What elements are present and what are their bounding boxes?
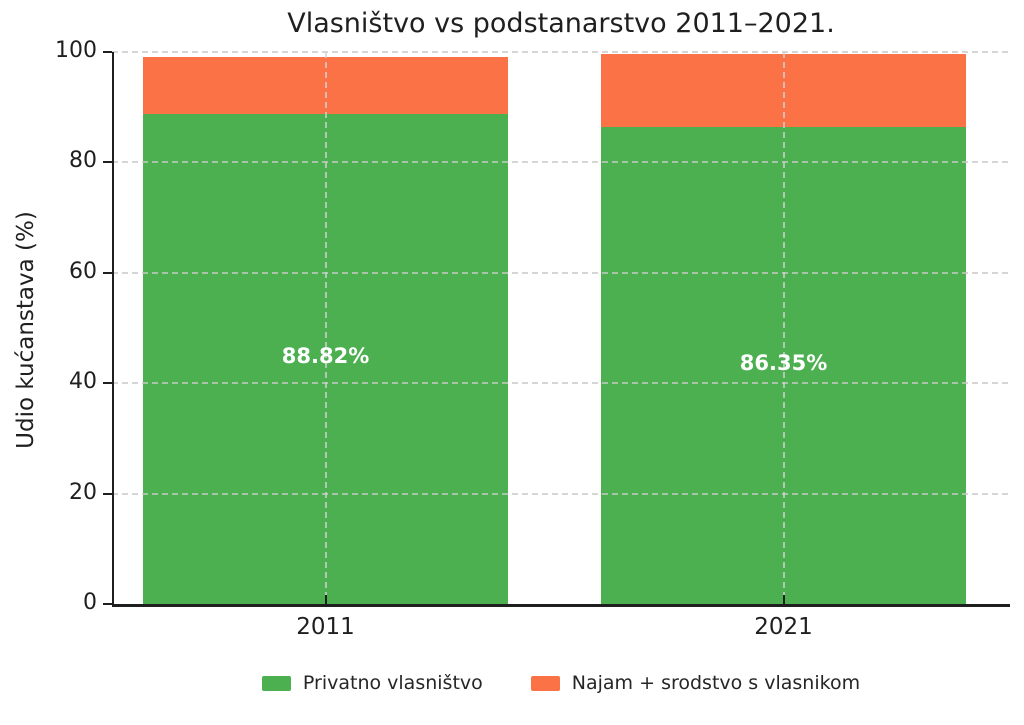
y-tick-mark-60 [103,271,112,274]
v-gridline-2011 [324,52,327,604]
legend-swatch-najam-icon [530,675,560,691]
bar-value-label-2011: 88.82% [281,343,370,368]
x-tick-mark-2021 [782,595,785,604]
h-gridline-40 [112,382,1010,385]
h-gridline-60 [112,271,1010,274]
y-tick-mark-0 [103,603,112,605]
h-gridline-100 [112,51,1010,53]
legend-label-najam: Najam + srodstvo s vlasnikom [571,672,861,694]
x-tick-label-2021: 2021 [754,614,813,640]
x-axis-spine [112,604,1010,607]
y-tick-mark-80 [103,161,112,164]
h-gridline-20 [112,492,1010,495]
v-gridline-2021 [782,52,785,604]
x-tick-mark-2011 [324,595,327,604]
legend-label-privatno: Privatno vlasništvo [302,672,483,694]
h-gridline-80 [112,161,1010,164]
legend-swatch-privatno-icon [261,675,291,691]
y-tick-label-20: 20 [69,479,97,505]
y-tick-mark-20 [103,492,112,495]
legend-item-najam-srodstvo: Najam + srodstvo s vlasnikom [530,672,861,694]
y-tick-label-0: 0 [83,590,97,615]
y-tick-label-40: 40 [69,369,97,395]
y-tick-mark-100 [103,51,112,53]
y-axis-label: Udio kućanstava (%) [13,211,39,449]
chart-title: Vlasništvo vs podstanarstvo 2011–2021. [287,8,835,39]
y-tick-label-80: 80 [69,148,97,174]
y-tick-mark-40 [103,382,112,385]
legend: Privatno vlasništvo Najam + srodstvo s v… [112,672,1010,694]
y-tick-label-60: 60 [69,258,97,284]
x-tick-label-2011: 2011 [296,614,355,640]
legend-item-privatno-vlasnistvo: Privatno vlasništvo [261,672,483,694]
bar-value-label-2021: 86.35% [739,350,828,375]
y-tick-label-100: 100 [55,38,97,63]
y-axis-spine [112,52,114,606]
